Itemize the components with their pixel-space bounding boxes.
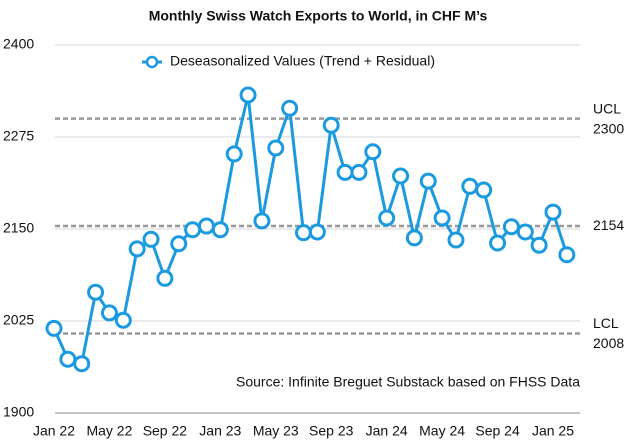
data-point — [419, 172, 437, 190]
data-point — [447, 231, 465, 249]
data-point — [475, 181, 493, 199]
data-point — [392, 167, 410, 185]
data-point — [322, 116, 340, 134]
x-tick-label: Jan 23 — [199, 423, 241, 439]
x-tick-label: Sep 24 — [475, 423, 520, 439]
y-tick-label: 2400 — [3, 36, 34, 52]
data-point — [350, 163, 368, 181]
x-tick-label: May 23 — [253, 423, 299, 439]
data-point — [364, 143, 382, 161]
data-point — [489, 234, 507, 252]
data-point — [281, 99, 299, 117]
y-tick-label: 2025 — [3, 312, 34, 328]
data-point — [267, 139, 285, 157]
data-point — [100, 304, 118, 322]
data-point — [239, 86, 257, 104]
data-point — [114, 311, 132, 329]
x-tick-label: May 22 — [86, 423, 132, 439]
source-note: Source: Infinite Breguet Substack based … — [236, 374, 580, 390]
data-point — [378, 209, 396, 227]
data-point — [73, 355, 91, 373]
data-point — [170, 235, 188, 253]
reference-value: 2008 — [593, 335, 624, 351]
reference-value: 2300 — [593, 120, 624, 136]
x-tick-label: Sep 23 — [309, 423, 354, 439]
data-point — [142, 230, 160, 248]
data-point — [184, 221, 202, 239]
chart-title: Monthly Swiss Watch Exports to World, in… — [149, 8, 488, 24]
data-point — [225, 145, 243, 163]
legend-marker — [145, 55, 159, 69]
y-tick-label: 1900 — [3, 404, 34, 420]
data-point — [253, 212, 271, 230]
reference-value: 2154 — [593, 217, 624, 233]
data-point — [128, 240, 146, 258]
reference-label: LCL — [593, 315, 619, 331]
data-point — [197, 217, 215, 235]
data-point — [516, 223, 534, 241]
data-point — [336, 163, 354, 181]
x-tick-label: Sep 22 — [143, 423, 188, 439]
data-point — [156, 269, 174, 287]
data-point — [59, 350, 77, 368]
y-tick-label: 2150 — [3, 220, 34, 236]
data-point — [87, 283, 105, 301]
legend-label: Deseasonalized Values (Trend + Residual) — [170, 53, 435, 69]
data-point — [211, 221, 229, 239]
data-point — [308, 223, 326, 241]
data-point — [544, 203, 562, 221]
x-tick-label: Jan 25 — [532, 423, 574, 439]
data-point — [530, 236, 548, 254]
data-point — [45, 319, 63, 337]
data-point — [295, 224, 312, 242]
data-point — [461, 177, 479, 195]
x-tick-label: May 24 — [419, 423, 465, 439]
data-point — [558, 246, 576, 264]
data-point — [433, 209, 451, 227]
x-tick-label: Jan 24 — [366, 423, 408, 439]
reference-label: UCL — [593, 100, 621, 116]
data-point — [405, 229, 423, 247]
data-point — [502, 218, 520, 236]
y-tick-label: 2275 — [3, 128, 34, 144]
x-tick-label: Jan 22 — [33, 423, 75, 439]
